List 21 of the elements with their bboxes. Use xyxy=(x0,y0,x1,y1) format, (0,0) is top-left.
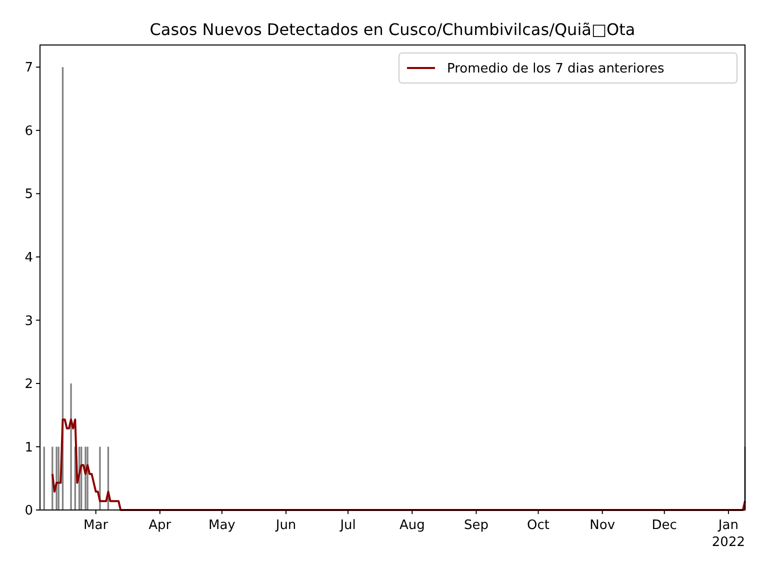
x-tick-label: Jun xyxy=(274,518,296,533)
y-tick-label: 2 xyxy=(24,377,33,392)
x-tick-label: Jul xyxy=(339,518,356,533)
y-tick-label: 3 xyxy=(24,314,33,329)
x-tick-label: Mar xyxy=(84,518,109,533)
y-tick-label: 0 xyxy=(24,504,33,519)
x-tick-label: Apr xyxy=(148,518,172,533)
y-tick-label: 7 xyxy=(24,60,33,76)
chart-title: Casos Nuevos Detectados en Cusco/Chumbivilcas/Quiã□Ota xyxy=(150,20,636,39)
x-tick-label: Nov xyxy=(590,518,616,533)
x-tick-label: Oct xyxy=(527,518,550,533)
y-tick-label: 5 xyxy=(24,187,33,202)
x-tick-label: Sep xyxy=(464,518,488,533)
y-tick-label: 4 xyxy=(24,250,33,266)
x-tick-label: Jan 2022 xyxy=(712,518,746,550)
legend-label: Promedio de los 7 dias anteriores xyxy=(447,62,664,77)
x-tick-label: Dec xyxy=(652,518,677,533)
y-tick-label: 6 xyxy=(24,124,33,139)
x-tick-label: May xyxy=(208,518,236,533)
y-tick-label: 1 xyxy=(24,440,33,456)
x-tick-label: Aug xyxy=(399,518,425,533)
